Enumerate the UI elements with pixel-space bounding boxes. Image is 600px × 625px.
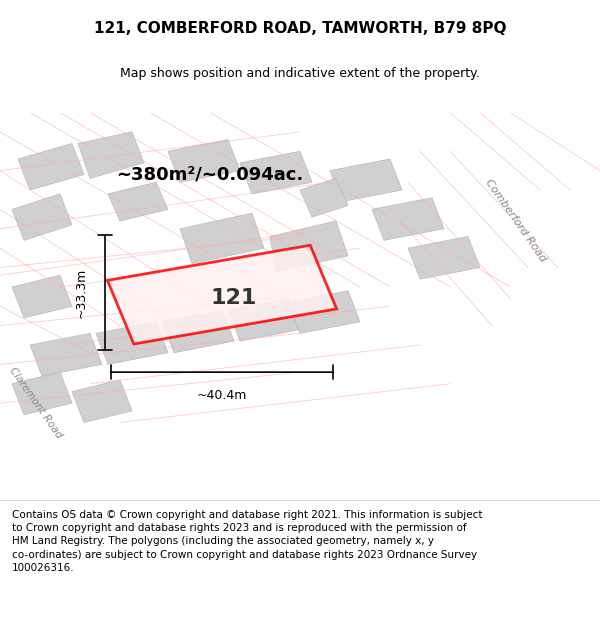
Text: 121: 121 — [211, 289, 257, 309]
Polygon shape — [72, 380, 132, 423]
Text: Contains OS data © Crown copyright and database right 2021. This information is : Contains OS data © Crown copyright and d… — [12, 510, 482, 572]
Text: ~380m²/~0.094ac.: ~380m²/~0.094ac. — [116, 166, 304, 184]
Polygon shape — [228, 299, 300, 341]
Polygon shape — [408, 236, 480, 279]
Text: Map shows position and indicative extent of the property.: Map shows position and indicative extent… — [120, 67, 480, 79]
Text: ~40.4m: ~40.4m — [197, 389, 247, 402]
Polygon shape — [96, 322, 168, 364]
Text: ~33.3m: ~33.3m — [74, 268, 88, 318]
Polygon shape — [12, 194, 72, 241]
Polygon shape — [78, 132, 144, 178]
Polygon shape — [240, 151, 312, 194]
Polygon shape — [12, 372, 72, 415]
Polygon shape — [168, 139, 240, 182]
Text: 121, COMBERFORD ROAD, TAMWORTH, B79 8PQ: 121, COMBERFORD ROAD, TAMWORTH, B79 8PQ — [94, 21, 506, 36]
Polygon shape — [372, 198, 444, 241]
Polygon shape — [162, 310, 234, 352]
Polygon shape — [107, 245, 337, 344]
Text: Claremont Road: Claremont Road — [8, 366, 64, 441]
Text: Comberford Road: Comberford Road — [484, 178, 548, 264]
Polygon shape — [30, 333, 102, 376]
Polygon shape — [18, 144, 84, 190]
Polygon shape — [270, 221, 348, 271]
Polygon shape — [300, 178, 348, 217]
Polygon shape — [108, 182, 168, 221]
Polygon shape — [288, 291, 360, 333]
Polygon shape — [330, 159, 402, 202]
Polygon shape — [180, 213, 264, 264]
Polygon shape — [12, 275, 72, 318]
